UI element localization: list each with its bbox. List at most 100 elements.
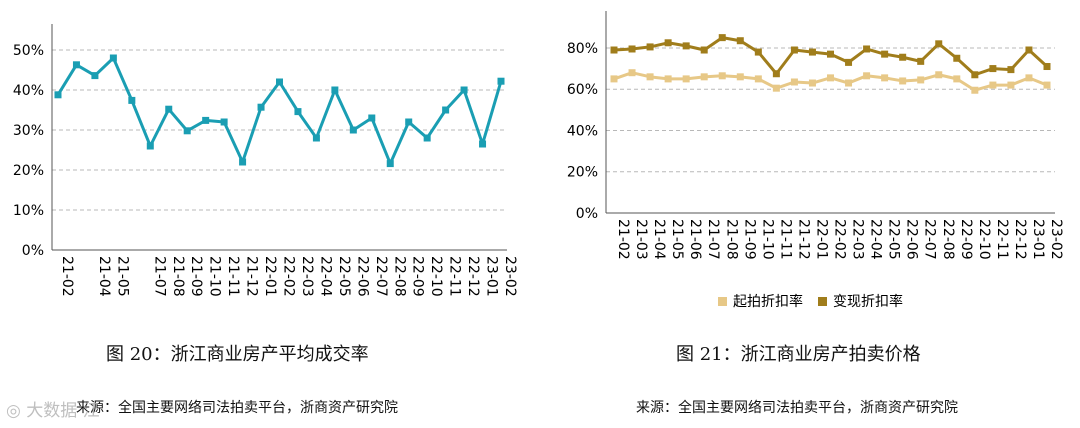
data-point xyxy=(1043,63,1051,71)
data-point xyxy=(989,65,997,73)
data-point xyxy=(276,78,283,86)
x-tick-label: 22-12 xyxy=(1012,219,1028,260)
data-point xyxy=(845,79,853,87)
data-point xyxy=(312,134,320,142)
data-point xyxy=(772,70,780,78)
x-tick-label: 21-12 xyxy=(795,219,811,260)
x-tick-label: 22-05 xyxy=(336,256,352,297)
y-tick-label: 0% xyxy=(576,206,598,222)
x-tick-label: 22-07 xyxy=(373,256,389,297)
x-tick-label: 22-08 xyxy=(940,219,956,260)
chart-transaction-rate: 0%10%20%30%40%50%21-02 21-04 21-05 21-07 21-… xyxy=(13,24,518,297)
data-point xyxy=(128,96,136,104)
data-point xyxy=(72,61,80,69)
x-tick-label: 22-06 xyxy=(354,256,370,297)
figure-21-source: 来源：全国主要网络司法拍卖平台，浙商资产研究院 xyxy=(636,400,958,416)
data-point xyxy=(646,43,654,51)
legend-label: 起拍折扣率 xyxy=(733,293,803,310)
x-tick-label: 22-02 xyxy=(281,256,297,297)
data-point xyxy=(808,48,816,56)
data-point xyxy=(368,114,376,122)
data-point xyxy=(790,78,798,86)
data-point xyxy=(257,103,265,111)
data-point xyxy=(935,71,943,79)
data-point xyxy=(442,106,450,114)
x-tick-label: 22-05 xyxy=(886,219,902,260)
x-tick-label: 21-11 xyxy=(225,256,241,297)
x-tick-label: 23-01 xyxy=(1030,219,1046,260)
legend-marker xyxy=(718,297,727,306)
x-tick-label: 22-11 xyxy=(994,219,1010,260)
data-point xyxy=(405,118,413,126)
data-point xyxy=(863,72,871,80)
x-tick-label: 21-10 xyxy=(759,219,775,260)
x-tick-label: 21-09 xyxy=(188,256,204,297)
figure-20-panel: 0% 10% 20% 30% 40% 50% 21-02 21-04 21-05 21-07 21-… xyxy=(13,24,518,416)
data-point xyxy=(935,40,943,48)
x-tick-label: 22-11 xyxy=(447,256,463,297)
watermark-logo: ◎ 大数据 江 xyxy=(6,396,100,421)
data-point xyxy=(899,53,907,61)
data-point xyxy=(349,126,357,134)
x-tick-label: 21-07 xyxy=(151,256,167,297)
data-point xyxy=(664,75,672,83)
x-tick-label: 21-12 xyxy=(244,256,260,297)
y-tick-label: 50% xyxy=(13,43,44,59)
x-tick-label: 21-11 xyxy=(777,219,793,260)
data-point xyxy=(917,57,925,65)
data-point xyxy=(497,77,505,85)
x-tick-label: 22-06 xyxy=(904,219,920,260)
y-tick-label: 60% xyxy=(567,82,598,98)
figure-21-caption: 图 21：浙江商业房产拍卖价格 xyxy=(676,344,921,365)
data-point xyxy=(971,71,979,79)
data-point xyxy=(772,84,780,92)
data-point xyxy=(953,54,961,62)
x-tick-label: 21-07 xyxy=(705,219,721,260)
data-point xyxy=(1007,66,1015,74)
data-point xyxy=(146,142,154,150)
y-tick-label: 20% xyxy=(567,165,598,181)
y-tick-label: 40% xyxy=(567,123,598,139)
x-tick-label: 23-01 xyxy=(484,256,500,297)
watermark-text: 大数据 江 xyxy=(26,401,100,421)
watermark-icon: ◎ xyxy=(6,401,21,421)
data-point xyxy=(165,105,173,113)
data-point xyxy=(827,74,834,82)
data-point xyxy=(989,81,997,89)
x-tick-label: 23-02 xyxy=(502,256,518,297)
data-point xyxy=(1025,74,1033,82)
data-point xyxy=(1043,81,1051,89)
data-point xyxy=(700,46,708,54)
y-tick-label: 10% xyxy=(13,203,44,219)
data-point xyxy=(479,140,487,148)
x-tick-label: 21-06 xyxy=(687,219,703,260)
x-tick-label: 22-04 xyxy=(317,256,333,297)
x-tick-label: 22-10 xyxy=(428,256,444,297)
data-point xyxy=(845,58,853,66)
x-tick-label: 21-02 xyxy=(615,219,631,260)
x-tick-label: 23-02 xyxy=(1048,219,1064,260)
data-point xyxy=(646,73,654,81)
x-tick-label: 22-01 xyxy=(813,219,829,260)
data-point xyxy=(827,50,834,58)
data-point xyxy=(736,37,744,45)
y-tick-label: 30% xyxy=(13,123,44,139)
data-point xyxy=(1025,46,1033,54)
data-point xyxy=(239,158,247,166)
data-point xyxy=(971,86,979,94)
data-point xyxy=(682,75,690,83)
x-tick-label: 22-09 xyxy=(958,219,974,260)
x-tick-label: 22-03 xyxy=(850,219,866,260)
y-tick-label: 20% xyxy=(13,163,44,179)
data-point xyxy=(628,45,636,53)
data-point xyxy=(1007,81,1015,89)
x-tick-label: 22-02 xyxy=(832,219,848,260)
x-tick-label: 21-10 xyxy=(207,256,223,297)
x-tick-label: 22-07 xyxy=(922,219,938,260)
figure-20-caption: 图 20：浙江商业房产平均成交率 xyxy=(106,344,369,365)
data-point xyxy=(183,127,191,135)
x-tick-label: 21-08 xyxy=(170,256,186,297)
data-point xyxy=(664,39,672,47)
x-tick-label: 21-08 xyxy=(723,219,739,260)
data-point xyxy=(220,118,228,126)
